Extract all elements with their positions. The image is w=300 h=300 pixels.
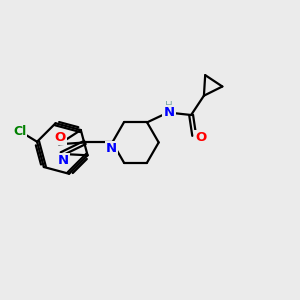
Text: N: N (57, 154, 68, 167)
Text: O: O (195, 130, 206, 144)
Text: N: N (106, 142, 117, 155)
Text: O: O (55, 131, 66, 144)
Text: H: H (165, 101, 173, 111)
Text: N: N (164, 106, 175, 119)
Text: Cl: Cl (13, 125, 26, 138)
